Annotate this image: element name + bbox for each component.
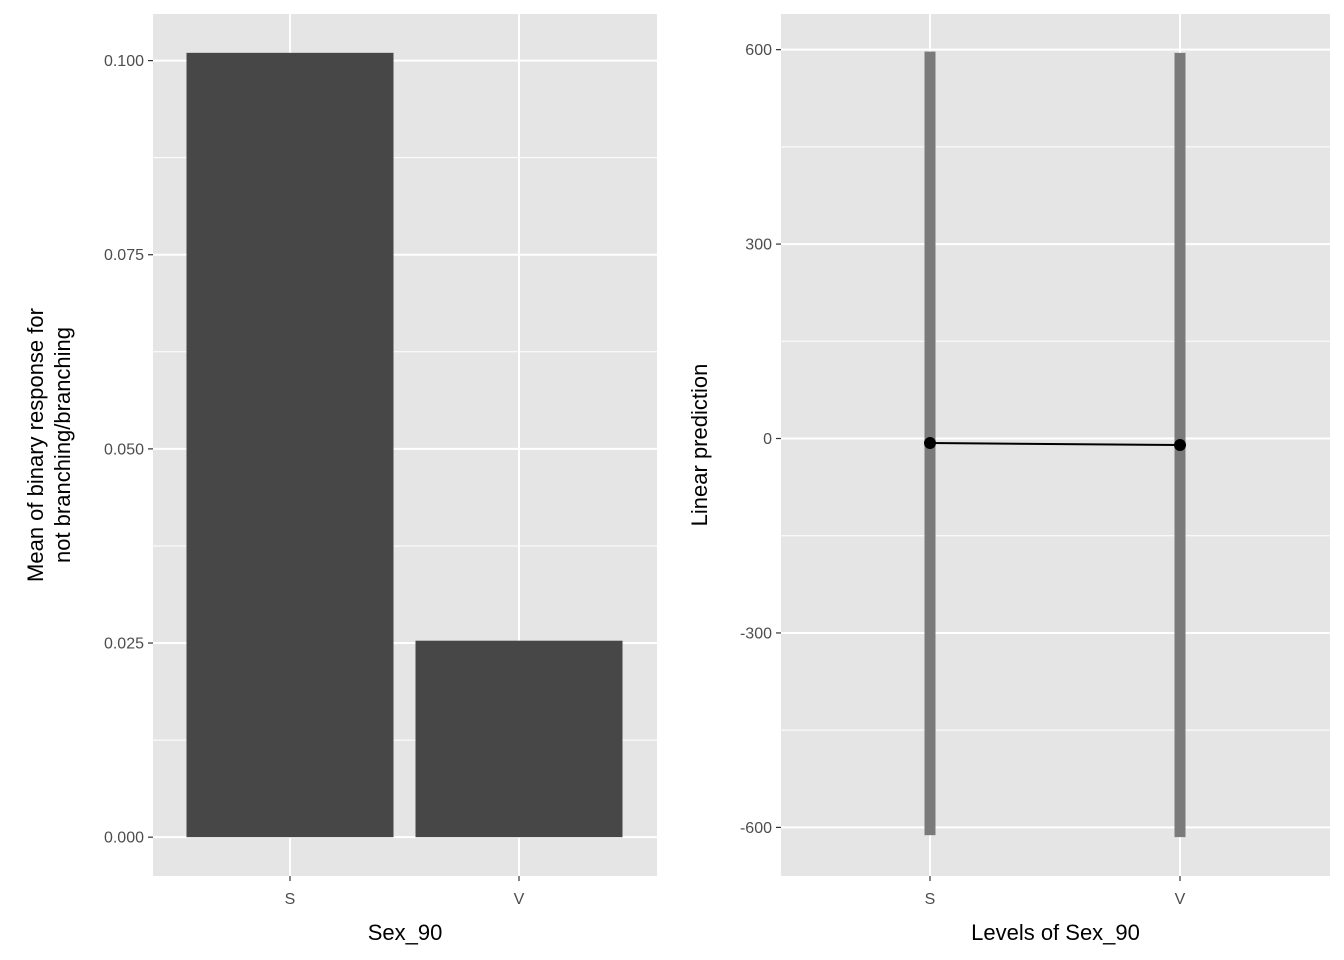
y-tick-label: 0.025 [104, 636, 144, 653]
y-tick-label: 0.100 [104, 53, 144, 70]
x-tick-label: S [925, 891, 936, 908]
y-tick-label: 300 [745, 237, 772, 254]
y-tick-label: -600 [740, 820, 772, 837]
y-tick-label: 0.075 [104, 247, 144, 264]
y-tick-label: 600 [745, 42, 772, 59]
x-axis-title: Sex_90 [368, 920, 443, 945]
prediction-line [929, 442, 1181, 446]
x-tick-label: V [514, 891, 525, 908]
point-S [924, 437, 936, 450]
y-axis-title-line-1: Mean of binary response for [23, 308, 48, 582]
bar-S [186, 52, 394, 838]
x-tick-label: S [285, 891, 296, 908]
point-V [1174, 439, 1186, 451]
y-tick-label: 0.000 [104, 830, 144, 847]
y-axis-title-line-2: not branching/branching [50, 327, 75, 563]
y-tick-label: -300 [740, 625, 772, 642]
y-axis-title: Linear prediction [687, 364, 712, 527]
x-axis-title: Levels of Sex_90 [971, 920, 1140, 945]
x-tick-label: V [1175, 891, 1186, 908]
bar-V [415, 640, 623, 838]
y-tick-label: 0 [763, 431, 772, 448]
y-tick-label: 0.050 [104, 441, 144, 458]
